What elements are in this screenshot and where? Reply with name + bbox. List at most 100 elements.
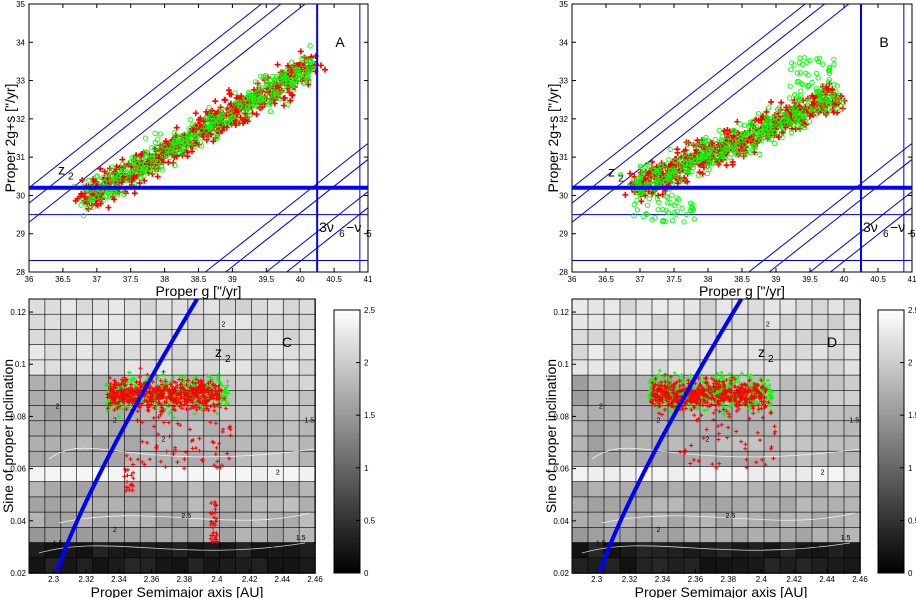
contour-label: 2 bbox=[270, 546, 274, 553]
data-point-green bbox=[242, 96, 248, 102]
heatmap-cell bbox=[603, 359, 621, 376]
data-point-red bbox=[131, 470, 136, 475]
data-point-red bbox=[287, 97, 294, 104]
heatmap-cell bbox=[251, 466, 269, 483]
data-point-red bbox=[701, 435, 706, 440]
heatmap-cell bbox=[811, 374, 829, 392]
data-point-red bbox=[208, 379, 213, 384]
y-axis-label: Proper 2g+s ["/yr] bbox=[545, 84, 561, 193]
data-point-red bbox=[162, 420, 167, 425]
heatmap-cell bbox=[843, 359, 861, 376]
heatmap-cell bbox=[155, 511, 173, 529]
heatmap-cell bbox=[843, 374, 861, 392]
heatmap-cell bbox=[235, 298, 253, 316]
data-point-red bbox=[699, 160, 706, 167]
data-point-red bbox=[699, 384, 704, 389]
data-point-green bbox=[797, 69, 803, 76]
data-point-green bbox=[142, 135, 149, 141]
heatmap-cell bbox=[715, 527, 733, 544]
data-point-green bbox=[186, 126, 192, 132]
data-point-green bbox=[667, 199, 673, 205]
data-point-red bbox=[756, 389, 761, 394]
data-point-green bbox=[733, 380, 738, 385]
heatmap-cell bbox=[28, 527, 46, 544]
data-point-red bbox=[678, 388, 683, 393]
data-point-red bbox=[153, 385, 158, 390]
data-point-green bbox=[692, 142, 698, 149]
heatmap-cell bbox=[155, 466, 173, 483]
data-point-green bbox=[244, 105, 250, 111]
data-point-red bbox=[763, 390, 768, 395]
data-point-red bbox=[172, 404, 177, 409]
data-point-green bbox=[104, 383, 109, 388]
heatmap-cell bbox=[667, 329, 685, 346]
heatmap-cell bbox=[139, 557, 157, 574]
data-point-red bbox=[118, 389, 123, 394]
data-point-red bbox=[129, 396, 134, 401]
data-point-green bbox=[218, 381, 223, 386]
heatmap-cell bbox=[795, 344, 813, 361]
data-point-green bbox=[278, 81, 284, 87]
data-point-red bbox=[163, 379, 168, 384]
data-point-red bbox=[321, 66, 328, 73]
data-point-red bbox=[178, 423, 183, 428]
heatmap-cell bbox=[44, 298, 62, 316]
data-point-green bbox=[119, 167, 126, 174]
heatmap-cell bbox=[635, 542, 653, 559]
data-point-red bbox=[752, 394, 757, 399]
heatmap-cell bbox=[219, 298, 237, 316]
data-point-red bbox=[660, 389, 665, 394]
heatmap-cell bbox=[267, 481, 285, 498]
data-point-red bbox=[750, 396, 755, 401]
data-point-red bbox=[195, 390, 200, 395]
data-point-red bbox=[152, 406, 157, 411]
data-point-green bbox=[168, 409, 173, 414]
heatmap-cell bbox=[715, 557, 733, 574]
heatmap-cell bbox=[282, 496, 300, 513]
heatmap-cell bbox=[715, 496, 733, 513]
data-point-red bbox=[168, 388, 173, 393]
data-point-green bbox=[127, 159, 133, 166]
heatmap-cell bbox=[298, 359, 316, 376]
data-point-red bbox=[760, 415, 765, 420]
heatmap-cell bbox=[763, 481, 781, 498]
heatmap-cell bbox=[763, 466, 781, 483]
heatmap-cell bbox=[235, 344, 253, 361]
data-point-green bbox=[780, 129, 786, 136]
data-point-red bbox=[212, 404, 217, 409]
heatmap-cell bbox=[76, 450, 94, 468]
data-point-green bbox=[204, 133, 210, 139]
heatmap-cell bbox=[827, 481, 845, 498]
data-point-green bbox=[250, 94, 256, 100]
data-point-red bbox=[727, 414, 732, 419]
data-point-red bbox=[758, 394, 763, 399]
data-point-green bbox=[797, 106, 803, 112]
heatmap-cell bbox=[619, 450, 637, 468]
data-point-red bbox=[772, 431, 777, 436]
data-point-red bbox=[131, 392, 136, 397]
data-point-red bbox=[762, 405, 767, 410]
data-point-green bbox=[677, 374, 682, 379]
heatmap-cell bbox=[651, 542, 669, 559]
contour-label: 2 bbox=[276, 469, 280, 476]
heatmap-cell bbox=[715, 344, 733, 361]
data-point-red bbox=[157, 391, 162, 396]
heatmap-cell bbox=[251, 374, 269, 392]
data-point-red bbox=[124, 393, 129, 398]
heatmap-cell bbox=[635, 496, 653, 513]
heatmap-cell bbox=[699, 542, 717, 559]
heatmap-cell bbox=[76, 359, 94, 376]
heatmap-cell bbox=[60, 390, 78, 407]
data-point-red bbox=[711, 411, 716, 416]
heatmap-cell bbox=[827, 405, 845, 422]
heatmap-cell bbox=[60, 420, 78, 437]
heatmap-cell bbox=[667, 313, 685, 331]
data-point-red bbox=[751, 411, 756, 416]
data-point-red bbox=[688, 461, 693, 466]
data-point-red bbox=[174, 380, 179, 385]
heatmap-cell bbox=[731, 405, 749, 422]
heatmap-cell bbox=[683, 542, 701, 559]
data-point-red bbox=[736, 400, 741, 405]
data-point-green bbox=[685, 160, 692, 166]
